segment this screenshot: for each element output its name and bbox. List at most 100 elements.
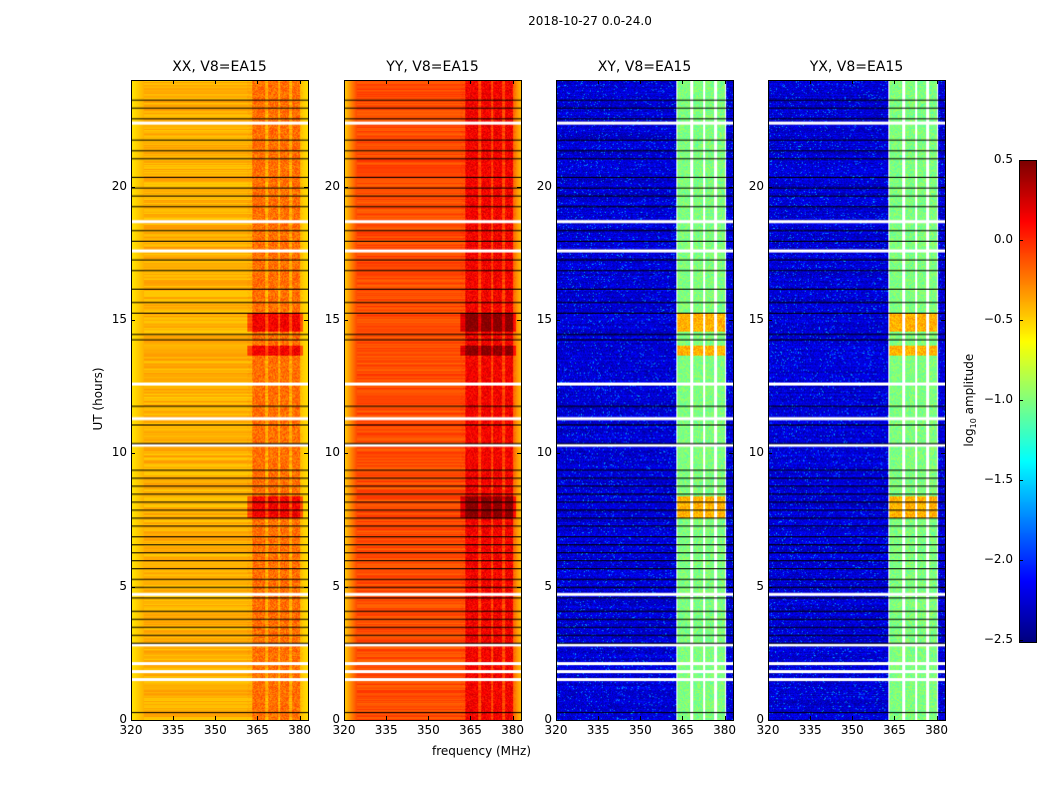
y-tick-label: 5 bbox=[544, 578, 552, 593]
x-tick-label: 320 bbox=[544, 723, 568, 737]
x-tick-label: 380 bbox=[713, 723, 737, 737]
y-tick-label: 0 bbox=[756, 712, 764, 726]
y-tick bbox=[556, 320, 560, 321]
y-tick-label: 20 bbox=[324, 178, 340, 193]
x-tick-top bbox=[724, 80, 726, 84]
colorbar-tick-label: −2.5 bbox=[983, 632, 1013, 646]
y-tick bbox=[131, 186, 135, 188]
y-tick-right bbox=[517, 186, 521, 188]
x-tick-top bbox=[936, 80, 938, 84]
x-tick bbox=[810, 716, 812, 720]
y-tick-right bbox=[729, 720, 733, 721]
x-tick-label: 350 bbox=[203, 723, 227, 737]
x-tick bbox=[598, 716, 600, 720]
x-tick-top bbox=[852, 80, 854, 84]
y-tick-label: 5 bbox=[332, 578, 340, 593]
x-tick-label: 380 bbox=[925, 723, 949, 737]
x-tick-label: 350 bbox=[416, 723, 440, 737]
x-tick-top bbox=[386, 80, 388, 84]
x-tick-top bbox=[894, 80, 896, 84]
x-tick-top bbox=[598, 80, 600, 84]
x-tick-top bbox=[215, 80, 217, 84]
x-tick-top bbox=[428, 80, 430, 84]
x-tick-top bbox=[768, 80, 769, 84]
y-tick-label: 10 bbox=[324, 445, 340, 460]
x-tick bbox=[428, 716, 430, 720]
x-tick-top bbox=[344, 80, 345, 84]
colorbar-tick bbox=[1019, 480, 1023, 481]
x-tick-top bbox=[512, 80, 514, 84]
y-tick bbox=[344, 186, 348, 188]
y-tick bbox=[556, 586, 560, 588]
colorbar-tick bbox=[1019, 240, 1023, 241]
x-tick bbox=[936, 716, 938, 720]
colorbar-tick bbox=[1019, 320, 1023, 321]
colorbar-label-sub: 10 bbox=[969, 418, 979, 429]
colorbar-tick-label: 0.5 bbox=[993, 152, 1013, 166]
colorbar-tick bbox=[1019, 160, 1023, 161]
x-tick bbox=[724, 716, 726, 720]
colorbar-label-rest: amplitude bbox=[961, 353, 976, 419]
y-tick-label: 20 bbox=[748, 178, 764, 193]
x-tick-top bbox=[682, 80, 684, 84]
y-tick-right bbox=[941, 186, 945, 188]
x-tick bbox=[894, 716, 896, 720]
y-tick bbox=[131, 720, 135, 721]
x-tick-label: 335 bbox=[798, 723, 822, 737]
y-tick-right bbox=[729, 186, 733, 188]
y-tick-label: 5 bbox=[119, 578, 127, 593]
panel-title: YY, V8=EA15 bbox=[386, 59, 479, 75]
x-tick-label: 350 bbox=[628, 723, 652, 737]
x-tick-label: 380 bbox=[501, 723, 525, 737]
heatmap-panel-xy bbox=[556, 80, 734, 721]
y-tick-label: 15 bbox=[536, 312, 552, 326]
x-tick-label: 365 bbox=[670, 723, 694, 737]
x-tick-label: 365 bbox=[245, 723, 269, 737]
heatmap-panel-yx bbox=[768, 80, 946, 721]
y-tick-label: 15 bbox=[324, 312, 340, 326]
y-tick-label: 20 bbox=[536, 178, 552, 193]
colorbar-tick-label: −2.0 bbox=[983, 552, 1013, 566]
y-tick-label: 10 bbox=[111, 445, 127, 460]
y-tick-right bbox=[729, 586, 733, 588]
x-tick-top bbox=[257, 80, 259, 84]
y-tick bbox=[131, 320, 135, 321]
colorbar-tick-label: −1.5 bbox=[983, 472, 1013, 486]
y-tick bbox=[556, 720, 560, 721]
x-axis-label: frequency (MHz) bbox=[432, 744, 532, 758]
y-tick bbox=[344, 586, 348, 588]
x-tick-label: 335 bbox=[161, 723, 185, 737]
x-tick bbox=[131, 716, 132, 720]
y-tick bbox=[768, 720, 772, 721]
y-tick-right bbox=[304, 453, 308, 455]
x-tick-top bbox=[810, 80, 812, 84]
y-tick-right bbox=[517, 453, 521, 455]
colorbar-tick-label: 0.0 bbox=[993, 232, 1013, 246]
colorbar-label-main: log bbox=[961, 428, 976, 447]
y-tick-right bbox=[304, 320, 308, 321]
x-tick-top bbox=[131, 80, 132, 84]
x-tick-label: 350 bbox=[840, 723, 864, 737]
x-tick-label: 335 bbox=[586, 723, 610, 737]
x-tick-label: 320 bbox=[332, 723, 356, 737]
colorbar-tick bbox=[1019, 640, 1023, 641]
y-tick bbox=[768, 453, 772, 455]
y-tick bbox=[768, 586, 772, 588]
y-tick-label: 10 bbox=[748, 445, 764, 460]
y-tick-right bbox=[729, 453, 733, 455]
x-tick bbox=[470, 716, 472, 720]
x-tick bbox=[173, 716, 175, 720]
x-tick bbox=[512, 716, 514, 720]
colorbar bbox=[1019, 160, 1037, 643]
y-tick-label: 5 bbox=[756, 578, 764, 593]
y-tick-label: 15 bbox=[748, 312, 764, 326]
figure-title: 2018-10-27 0.0-24.0 bbox=[528, 14, 652, 28]
y-tick bbox=[344, 453, 348, 455]
x-tick bbox=[344, 716, 345, 720]
x-tick bbox=[682, 716, 684, 720]
x-tick-label: 380 bbox=[288, 723, 312, 737]
x-tick bbox=[299, 716, 301, 720]
y-tick-right bbox=[941, 453, 945, 455]
x-tick bbox=[640, 716, 642, 720]
